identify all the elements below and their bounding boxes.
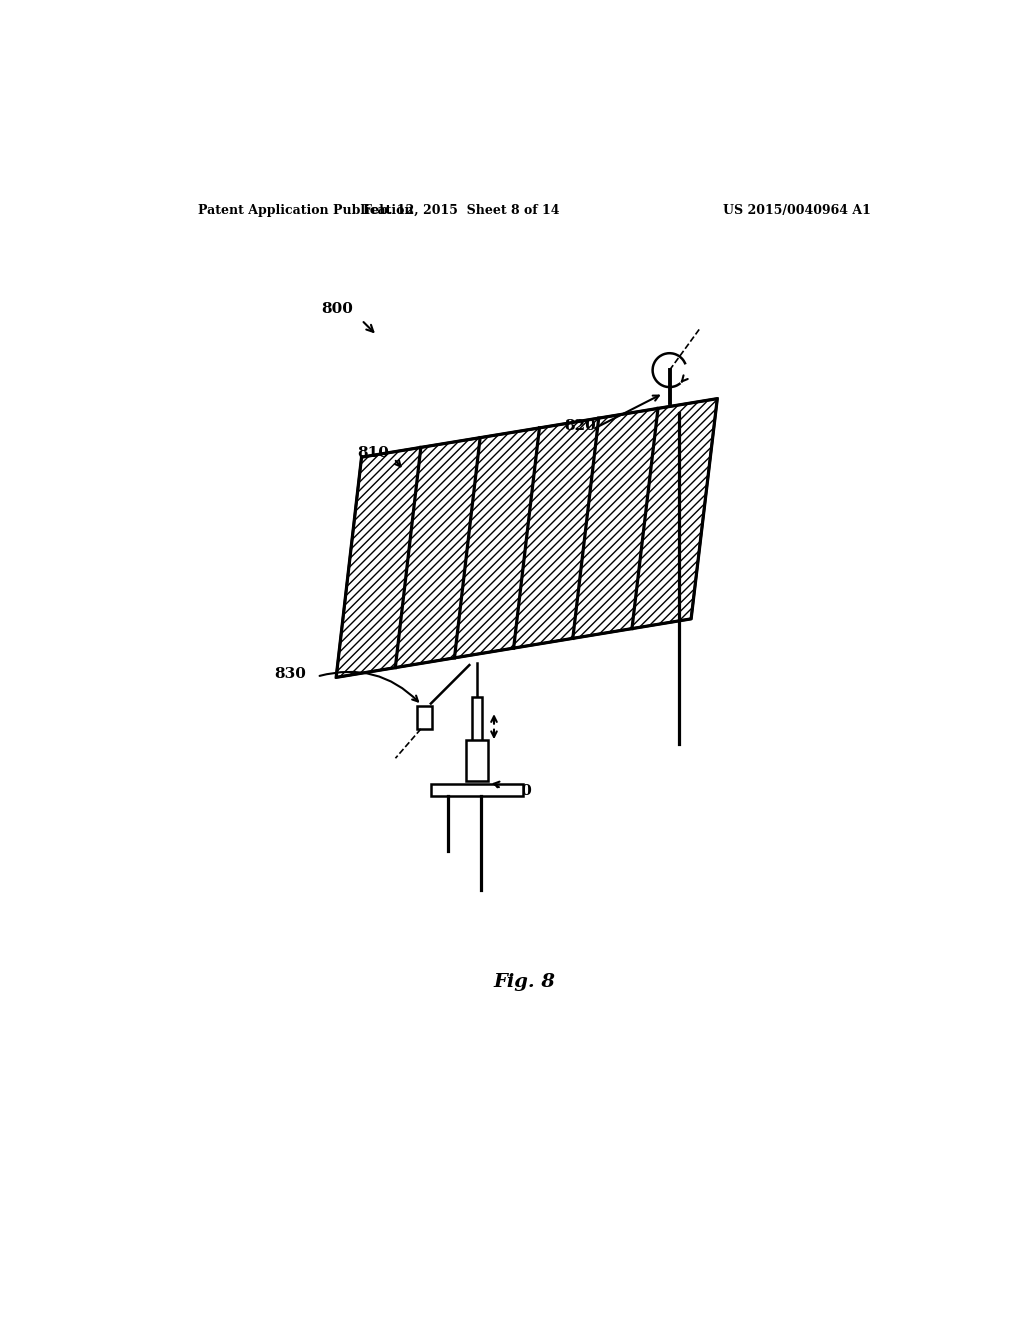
- Text: Fig. 8: Fig. 8: [494, 973, 556, 991]
- Text: 820: 820: [564, 420, 596, 433]
- Bar: [431, 784, 523, 796]
- Bar: [472, 697, 482, 743]
- Text: Feb. 12, 2015  Sheet 8 of 14: Feb. 12, 2015 Sheet 8 of 14: [364, 205, 560, 218]
- Text: Patent Application Publication: Patent Application Publication: [199, 205, 414, 218]
- Polygon shape: [336, 399, 717, 677]
- Bar: [466, 739, 487, 780]
- Text: 810: 810: [357, 446, 389, 461]
- Text: 830: 830: [274, 668, 306, 681]
- Bar: [417, 706, 432, 729]
- Text: 840: 840: [500, 784, 532, 799]
- Text: 800: 800: [322, 301, 353, 315]
- Text: US 2015/0040964 A1: US 2015/0040964 A1: [724, 205, 871, 218]
